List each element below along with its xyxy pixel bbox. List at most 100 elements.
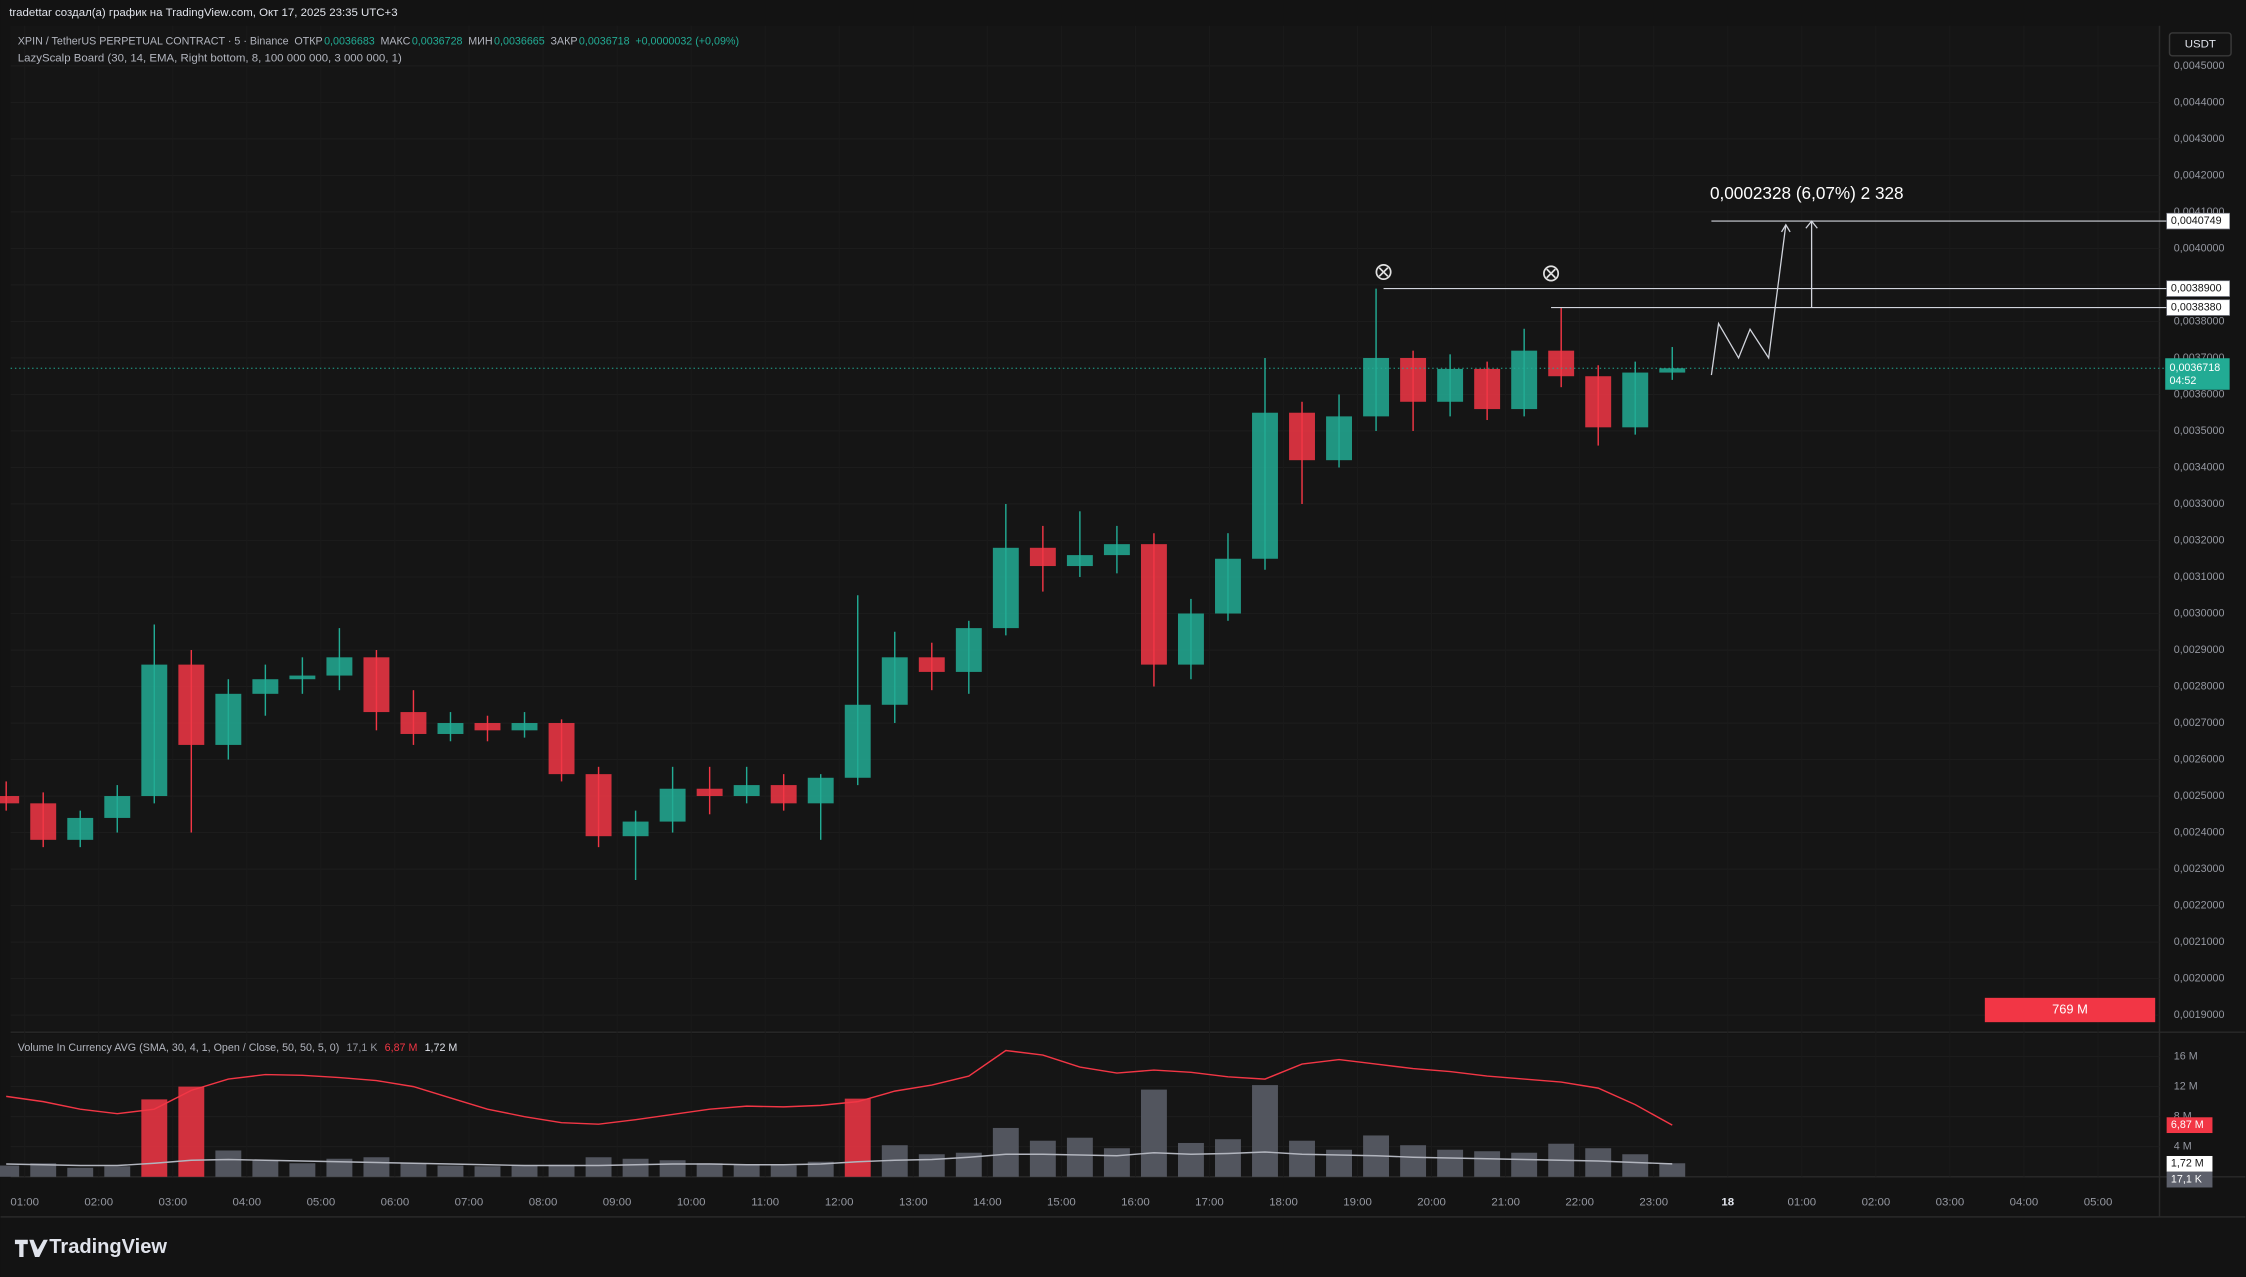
candle-body	[215, 693, 242, 745]
candle-body	[104, 796, 131, 818]
volume-bar	[1437, 1149, 1464, 1177]
candle-body	[289, 675, 316, 680]
y-tick-label: 4 M	[2174, 1141, 2192, 1153]
high-marker	[1543, 265, 1560, 282]
level-label: 0,0040749	[2171, 215, 2222, 227]
symbol-legend: +0,0000032 (+0,09%)	[635, 35, 739, 47]
volume-bar	[622, 1158, 649, 1177]
candle-body	[1548, 350, 1575, 377]
candle-body	[1140, 544, 1167, 665]
projection-arrowhead	[1780, 223, 1791, 233]
symbol-legend: XPIN / TetherUS PERPETUAL CONTRACT · 5 ·…	[18, 35, 289, 47]
candle-body	[807, 777, 834, 804]
currency[interactable]: USDT	[2185, 38, 2216, 50]
volume-bar	[67, 1167, 94, 1177]
y-tick-label: 0,0027000	[2174, 717, 2225, 729]
candle-body	[844, 704, 871, 778]
brand[interactable]: TradingView	[49, 1236, 167, 1258]
volume-average-line	[6, 1049, 1673, 1126]
last-price-label: 0,0036718	[2170, 362, 2221, 374]
volume-legend: Volume In Currency AVG (SMA, 30, 4, 1, O…	[18, 1042, 340, 1054]
projection-path	[1710, 224, 1787, 376]
y-tick-label: 0,0040000	[2174, 242, 2225, 254]
y-tick-label: 0,0022000	[2174, 899, 2225, 911]
x-tick-label: 20:00	[1417, 1197, 1446, 1209]
y-tick-label: 0,0038000	[2174, 315, 2225, 327]
candle-body	[178, 664, 205, 745]
candle-body	[474, 723, 501, 731]
x-tick-label: 18:00	[1269, 1197, 1298, 1209]
marks	[0, 288, 2166, 1177]
volume-bar	[1400, 1145, 1427, 1177]
candle-body	[918, 657, 945, 672]
y-tick-label: 12 M	[2174, 1080, 2198, 1092]
volume-bar	[548, 1164, 575, 1177]
caption: tradettar создал(а) график на TradingVie…	[9, 7, 397, 19]
candle-body	[1585, 376, 1612, 428]
symbol-legend: 0,0036683	[324, 35, 375, 47]
x-tick-label: 06:00	[381, 1197, 410, 1209]
y-tick-label: 0,0033000	[2174, 498, 2225, 510]
y-tick-label: 0,0019000	[2174, 1009, 2225, 1021]
volume-bar	[733, 1164, 760, 1177]
y-tick-label: 0,0044000	[2174, 96, 2225, 108]
x-tick-label: 07:00	[455, 1197, 484, 1209]
candle-body	[1659, 368, 1686, 373]
candle-body	[1029, 547, 1056, 567]
y-tick-label: 0,0024000	[2174, 826, 2225, 838]
price-pane	[10, 25, 2160, 1031]
x-tick-label: 22:00	[1565, 1197, 1594, 1209]
volume-bar	[1140, 1089, 1167, 1177]
volume-bar	[104, 1166, 131, 1177]
volume-bar	[918, 1154, 945, 1177]
candle-body	[67, 817, 94, 840]
candle-body	[252, 679, 279, 694]
high-marker-cross	[1378, 267, 1389, 277]
currency-box[interactable]	[2168, 32, 2232, 57]
brand-logo[interactable]	[14, 1239, 48, 1257]
candle-body	[141, 664, 168, 797]
candle-body	[437, 723, 464, 734]
candle-body	[1177, 613, 1204, 665]
candle-body	[696, 788, 723, 797]
volume-legend: 6,87 M	[385, 1042, 418, 1054]
volume-tag-box	[2166, 1155, 2213, 1172]
candle-body	[881, 657, 908, 705]
volume-bar	[1622, 1154, 1649, 1177]
x-tick-label: 05:00	[2084, 1197, 2113, 1209]
x-tick-label: 15:00	[1047, 1197, 1076, 1209]
volume-bar	[252, 1160, 279, 1177]
volume-bar	[844, 1098, 871, 1177]
volume-bar	[141, 1099, 168, 1177]
x-tick-label: 08:00	[529, 1197, 558, 1209]
y-tick-label: 0,0042000	[2174, 169, 2225, 181]
candle-body	[622, 821, 649, 837]
volume-bar	[1066, 1137, 1093, 1177]
y-tick-label: 0,0030000	[2174, 607, 2225, 619]
volume-bar	[289, 1163, 316, 1177]
volume-tag: 17,1 K	[2171, 1173, 2203, 1185]
x-tick-label: 10:00	[677, 1197, 706, 1209]
x-tick-label: 11:00	[751, 1197, 779, 1209]
volume-bar	[585, 1157, 612, 1177]
candle-body	[1215, 558, 1241, 614]
volume-bar	[659, 1160, 686, 1177]
candle-body	[1622, 372, 1649, 428]
x-tick-label: 01:00	[1788, 1197, 1817, 1209]
candle-body	[1103, 544, 1130, 556]
candle-body	[0, 796, 20, 804]
measure-label: 0,0002328 (6,07%) 2 328	[1710, 183, 1904, 203]
level-label: 0,0038380	[2171, 301, 2222, 313]
candle-body	[770, 785, 797, 804]
y-tick-label: 0,0020000	[2174, 972, 2225, 984]
x-tick-label: 19:00	[1343, 1197, 1372, 1209]
volume-bar	[1659, 1163, 1686, 1177]
volume-bar	[215, 1150, 242, 1177]
volume-bar	[1511, 1152, 1538, 1177]
level-box	[2166, 299, 2230, 316]
volume-bar	[1103, 1148, 1130, 1177]
x-tick-label: 05:00	[307, 1197, 336, 1209]
y-tick-label: 0,0026000	[2174, 753, 2225, 765]
x-tick-label: 23:00	[1639, 1197, 1668, 1209]
volume-bar	[363, 1157, 390, 1177]
